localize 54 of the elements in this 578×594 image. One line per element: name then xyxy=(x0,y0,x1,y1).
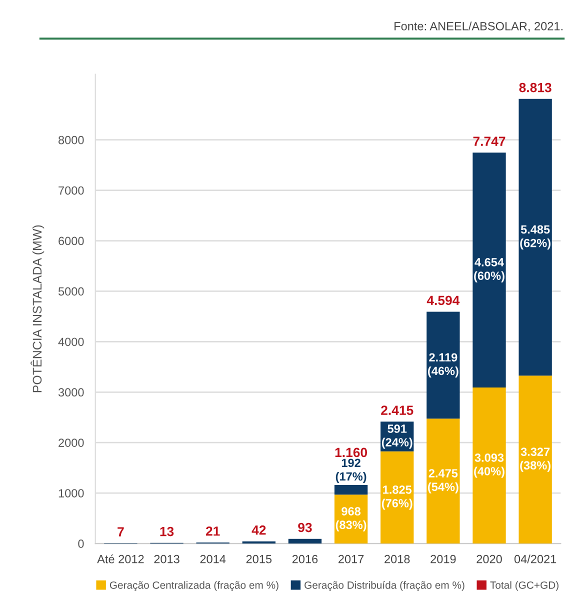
bar xyxy=(242,541,276,544)
y-tick-label: 8000 xyxy=(58,136,84,144)
x-tick-label: 2016 xyxy=(292,554,318,564)
data-label: 1.825 (76%) xyxy=(382,485,412,510)
y-tick-label: 3000 xyxy=(58,388,84,397)
total-label: 13 xyxy=(160,526,174,536)
y-tick-label: 1000 xyxy=(58,489,84,498)
x-tick-label: 2018 xyxy=(384,554,410,564)
total-label: 2.415 xyxy=(381,406,414,415)
data-label: 5.485 (62%) xyxy=(520,225,550,250)
data-label: 3.093 (40%) xyxy=(474,454,504,478)
data-label: 4.654 (60%) xyxy=(474,258,504,282)
bar xyxy=(380,451,414,544)
legend-label: Geração Distribuída (fração em %) xyxy=(304,581,464,591)
y-tick-label: 5000 xyxy=(58,287,84,296)
bar xyxy=(426,418,460,544)
bar xyxy=(472,387,506,544)
data-label: 2.475 (54%) xyxy=(428,469,458,494)
y-tick-label: 6000 xyxy=(58,236,84,246)
data-label: 591 (24%) xyxy=(382,424,412,449)
data-label: 3.327 (38%) xyxy=(520,448,550,472)
data-label: 2.119 (46%) xyxy=(428,353,458,378)
total-label: 4.594 xyxy=(426,296,460,306)
data-label: 192 (17%) xyxy=(336,458,366,483)
y-tick-label: 0 xyxy=(78,540,84,548)
x-tick-label: 2020 xyxy=(476,554,502,564)
total-label: 1.160 xyxy=(335,448,368,458)
y-tick-label: 7000 xyxy=(58,186,84,195)
x-tick-label: Até 2012 xyxy=(97,554,144,564)
source-note: Fonte: ANEEL/ABSOLAR, 2021. xyxy=(394,22,562,32)
total-label: 21 xyxy=(206,526,220,536)
x-tick-label: 04/2021 xyxy=(514,554,556,564)
data-label: 968 (83%) xyxy=(336,507,366,532)
x-tick-label: 2013 xyxy=(154,554,180,564)
total-label: 93 xyxy=(298,522,312,532)
x-tick-label: 2017 xyxy=(338,554,364,564)
bar xyxy=(518,98,552,376)
total-label: 8.813 xyxy=(519,82,552,92)
text: Total (GC+GD) xyxy=(490,581,558,591)
x-tick-label: 2014 xyxy=(200,554,226,564)
bar xyxy=(288,538,322,544)
bar xyxy=(518,376,552,544)
total-label: 42 xyxy=(252,525,266,535)
total-label: 7.747 xyxy=(473,136,506,146)
total-label: 7 xyxy=(118,527,124,536)
y-tick-label: 4000 xyxy=(58,338,84,346)
bar xyxy=(334,484,368,495)
y-tick-label: 2000 xyxy=(58,438,84,447)
legend-label: Geração Centralizada (fração em %) xyxy=(110,581,278,591)
bar xyxy=(472,152,506,388)
y-axis-title: POTÊNCIA INSTALADA (MW) xyxy=(30,225,44,392)
x-tick-label: 2015 xyxy=(246,554,272,564)
bar xyxy=(426,312,460,419)
x-tick-label: 2019 xyxy=(430,554,456,564)
